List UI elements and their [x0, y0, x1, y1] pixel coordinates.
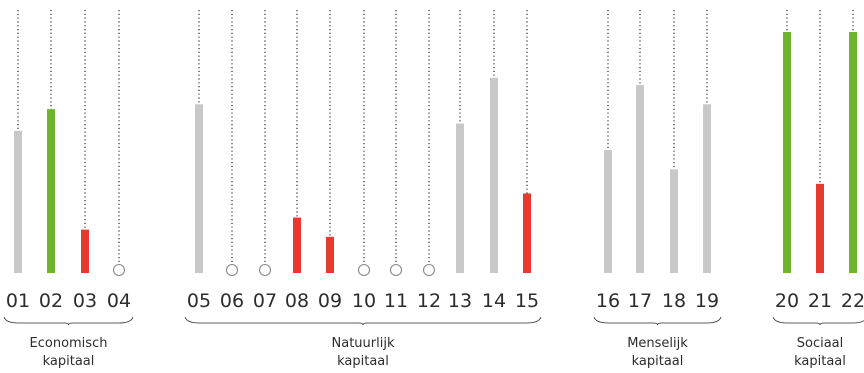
- bar-13: [456, 123, 464, 273]
- bar-22: [849, 32, 857, 273]
- capital-groups: EconomischkapitaalNatuurlijkkapitaalMens…: [3, 316, 864, 369]
- tick-label-03: 03: [73, 290, 97, 312]
- empty-marker-06: [225, 263, 239, 277]
- bar-01: [14, 130, 22, 273]
- group-label-line: Sociaal: [797, 336, 844, 351]
- group-brace: [772, 316, 864, 326]
- tick-label-10: 10: [352, 290, 376, 312]
- empty-marker-10: [357, 263, 371, 277]
- tick-label-02: 02: [39, 290, 63, 312]
- bar-19: [703, 104, 711, 273]
- bar-21: [816, 183, 824, 273]
- tick-label-12: 12: [417, 290, 441, 312]
- tick-label-18: 18: [662, 290, 686, 312]
- tick-label-16: 16: [596, 290, 620, 312]
- bar-series: [14, 32, 857, 277]
- bar-02: [47, 109, 55, 274]
- bar-15: [523, 193, 531, 273]
- group-brace: [3, 316, 134, 326]
- bar-14: [490, 77, 498, 273]
- tick-label-09: 09: [318, 290, 342, 312]
- group-label-line: Natuurlijk: [332, 336, 395, 351]
- tick-label-11: 11: [384, 290, 408, 312]
- tick-label-08: 08: [285, 290, 309, 312]
- tick-label-04: 04: [107, 290, 131, 312]
- empty-marker-11: [389, 263, 403, 277]
- bar-18: [670, 169, 678, 273]
- tick-label-22: 22: [841, 290, 864, 312]
- group-label-line: Menselijk: [627, 336, 688, 351]
- tick-label-01: 01: [6, 290, 30, 312]
- x-tick-labels: 01 02 03 04 05 06 07 08 09 10 11 12 13 14 15 16 17 18 19 20…: [6, 290, 864, 312]
- tick-label-19: 19: [695, 290, 719, 312]
- group-label-line: Economisch: [30, 336, 108, 351]
- tick-label-05: 05: [187, 290, 211, 312]
- tick-label-07: 07: [253, 290, 277, 312]
- tick-label-13: 13: [448, 290, 472, 312]
- group-3: Sociaal kapitaal: [772, 316, 864, 369]
- group-brace: [593, 316, 722, 326]
- bar-08: [293, 217, 301, 273]
- bar-20: [783, 32, 791, 273]
- group-brace: [184, 316, 542, 326]
- group-1: Natuurlijk kapitaal: [184, 316, 542, 369]
- tick-label-06: 06: [220, 290, 244, 312]
- group-label-line: kapitaal: [337, 354, 389, 369]
- empty-marker-12: [422, 263, 436, 277]
- bar-16: [604, 150, 612, 273]
- tick-label-14: 14: [482, 290, 506, 312]
- group-label-line: kapitaal: [794, 354, 846, 369]
- group-label-line: kapitaal: [43, 354, 95, 369]
- group-0: Economisch kapitaal: [3, 316, 134, 369]
- empty-marker-04: [112, 263, 126, 277]
- tick-label-20: 20: [775, 290, 799, 312]
- dotted-guide-lines: [17, 10, 854, 265]
- bar-09: [326, 236, 334, 273]
- group-2: Menselijk kapitaal: [593, 316, 722, 369]
- empty-marker-07: [258, 263, 272, 277]
- bar-17: [636, 85, 644, 274]
- group-label-line: kapitaal: [632, 354, 684, 369]
- bar-05: [195, 104, 203, 273]
- tick-label-15: 15: [515, 290, 539, 312]
- tick-label-21: 21: [808, 290, 832, 312]
- tick-label-17: 17: [628, 290, 652, 312]
- bar-03: [81, 229, 89, 273]
